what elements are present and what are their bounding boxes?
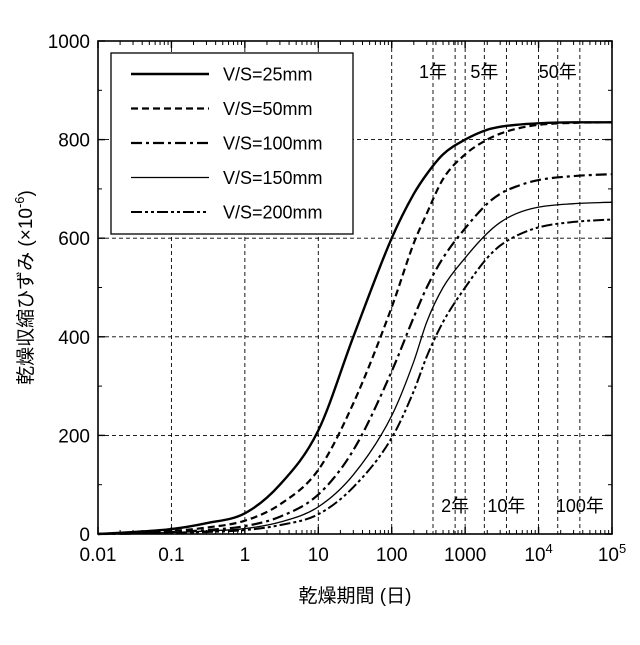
- reference-lines: 1年 5年 50年 2年 10年 100年: [419, 41, 604, 534]
- legend-label-1: V/S=25mm: [223, 65, 313, 85]
- y-tick-label: 200: [58, 426, 90, 447]
- series-line-5: [98, 219, 612, 534]
- reference-label: 1年: [419, 62, 447, 82]
- y-axis-title: 乾燥収縮ひずみ (×10-6): [12, 190, 37, 385]
- legend-label-5: V/S=200mm: [223, 203, 323, 223]
- y-tick-label: 800: [58, 131, 90, 152]
- x-tick-label: 1000: [444, 545, 486, 566]
- x-tick-label: 1: [240, 545, 251, 566]
- y-tick-label: 600: [58, 229, 90, 250]
- legend-label-3: V/S=100mm: [223, 134, 323, 154]
- x-tick-label: 10: [308, 545, 329, 566]
- x-tick-label: 100: [376, 545, 408, 566]
- reference-label: 50年: [539, 62, 577, 82]
- reference-label: 100年: [556, 496, 604, 516]
- x-tick-label: 105: [598, 541, 626, 566]
- x-axis-title: 乾燥期間 (日): [299, 585, 412, 607]
- reference-label: 5年: [470, 62, 498, 82]
- legend-label-4: V/S=150mm: [223, 168, 323, 188]
- legend-label-2: V/S=50mm: [223, 99, 313, 119]
- y-tick-label: 1000: [48, 32, 90, 53]
- x-tick-label: 0.1: [158, 545, 184, 566]
- x-tick-label: 0.01: [80, 545, 117, 566]
- x-tick-label: 104: [524, 541, 552, 566]
- legend: V/S=25mm V/S=50mm V/S=100mm V/S=150mm V/S=20…: [111, 53, 353, 234]
- reference-label: 10年: [487, 496, 525, 516]
- y-tick-label: 400: [58, 328, 90, 349]
- y-tick-label: 0: [79, 525, 90, 546]
- reference-label: 2年: [441, 496, 469, 516]
